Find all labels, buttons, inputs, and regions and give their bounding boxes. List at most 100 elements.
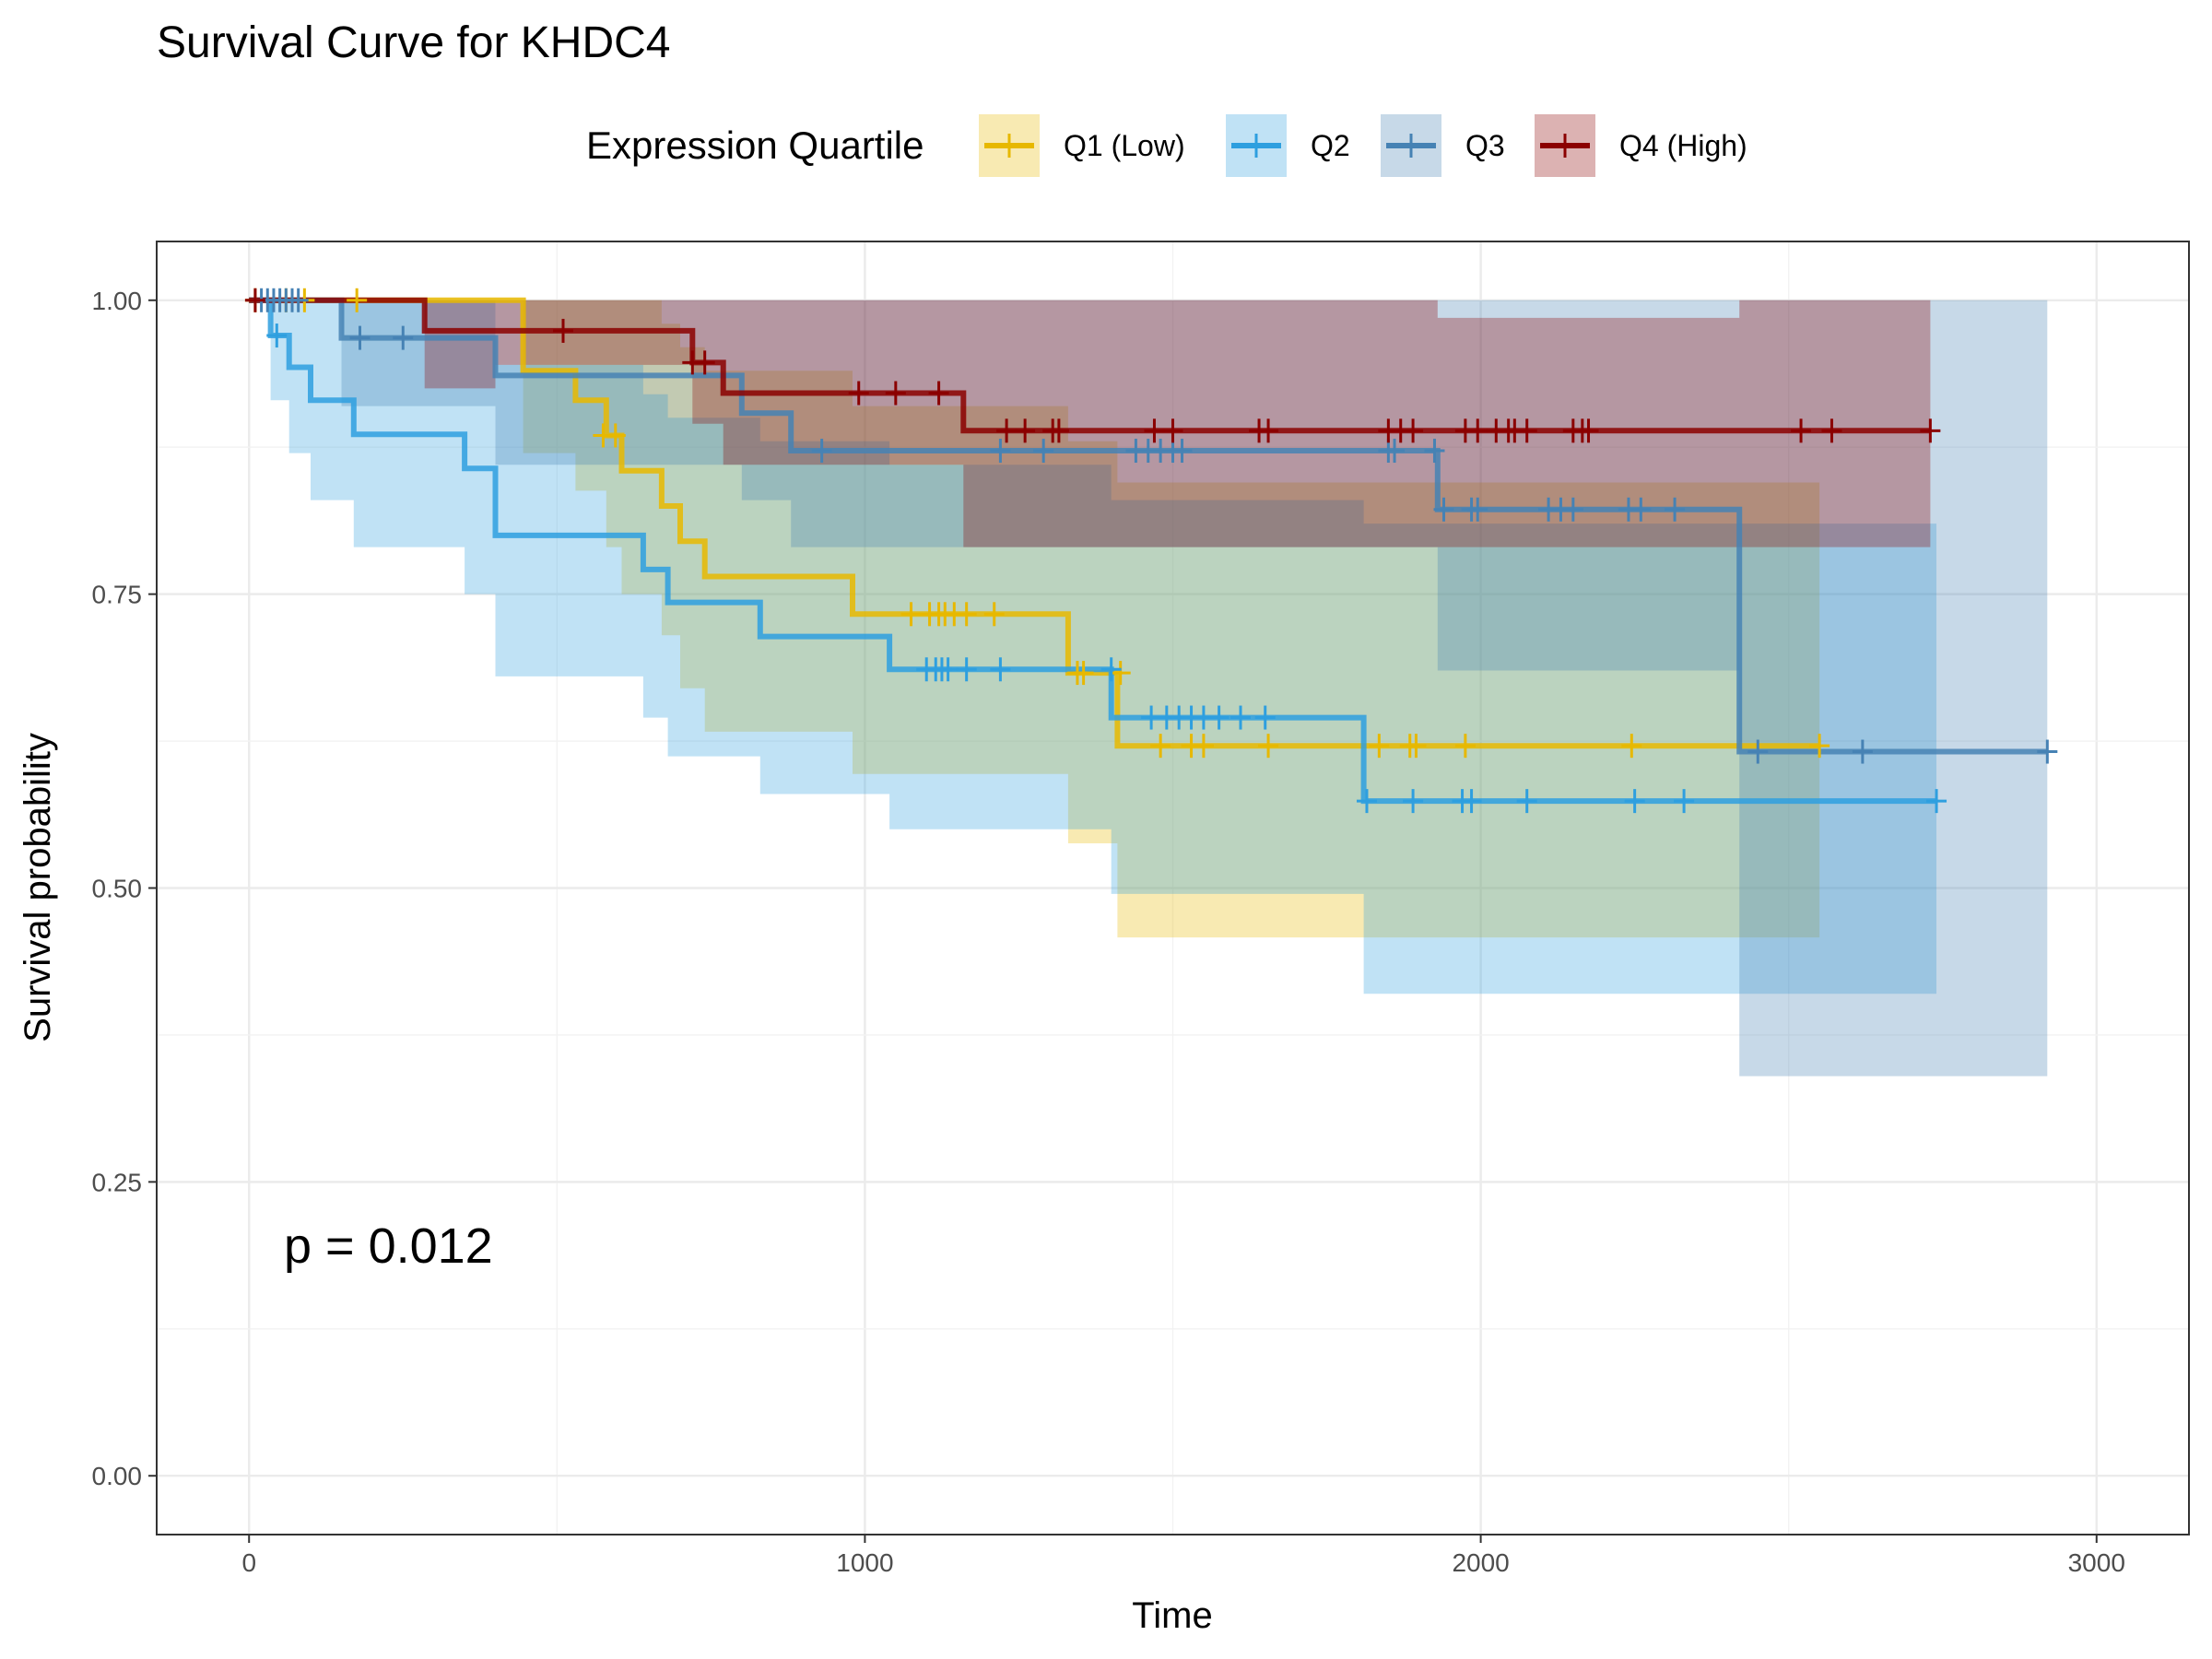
confidence-band-q1-low [249, 300, 1820, 938]
legend-items: Q1 (Low) Q2 Q3 Q4 (High) [979, 114, 1747, 177]
censor-mark [1258, 734, 1279, 759]
censor-mark [956, 657, 977, 682]
censor-mark [1454, 734, 1476, 759]
censor-mark [393, 325, 414, 350]
legend-item-q3: Q3 [1381, 114, 1505, 177]
censor-mark [1926, 789, 1947, 814]
censor-mark [694, 350, 715, 375]
censor-mark [1403, 418, 1424, 443]
censor-mark [900, 602, 922, 627]
legend: Expression Quartile Q1 (Low) Q2 Q3 Q4 (High… [586, 114, 1747, 177]
y-axis: 0.00 0.25 0.50 0.75 1.00 [92, 287, 157, 1490]
censor-mark [347, 288, 368, 312]
censor-mark [1516, 789, 1537, 814]
censor-mark [266, 324, 288, 348]
censor-mark [553, 318, 573, 343]
censor-mark [1433, 497, 1454, 522]
censor-mark [1809, 734, 1830, 759]
censor-mark [605, 423, 626, 448]
censor-mark [1562, 497, 1583, 522]
censor-mark [1144, 418, 1165, 443]
confidence-bands [249, 300, 2048, 1077]
y-tick-label: 1.00 [92, 287, 143, 315]
censor-mark [983, 602, 1005, 627]
censor-mark [956, 602, 977, 627]
censor-mark [1461, 789, 1482, 814]
legend-item-q2: Q2 [1226, 114, 1350, 177]
censor-mark [1674, 789, 1695, 814]
censor-mark [1621, 734, 1642, 759]
p-value-annotation: p = 0.012 [284, 1218, 493, 1274]
censor-mark [885, 381, 906, 406]
legend-item-q4-high: Q4 (High) [1535, 114, 1747, 177]
censor-mark [811, 439, 832, 464]
x-tick-label: 1000 [836, 1548, 893, 1577]
y-tick-label: 0.75 [92, 581, 143, 609]
censor-mark [2037, 739, 2058, 764]
censor-mark [1920, 418, 1941, 443]
censor-mark [1073, 661, 1094, 686]
censor-mark [1467, 418, 1488, 443]
confidence-band-q2 [249, 300, 1937, 994]
y-tick-label: 0.50 [92, 875, 143, 903]
censor-mark [1150, 734, 1171, 759]
censor-mark [996, 418, 1018, 443]
censor-marks [244, 288, 2058, 814]
y-tick-label: 0.25 [92, 1168, 143, 1196]
censor-mark [1821, 418, 1842, 443]
legend-label: Q4 (High) [1619, 129, 1747, 162]
censor-mark [1162, 418, 1183, 443]
censor-mark [1033, 439, 1054, 464]
survival-curve-q2 [249, 297, 1936, 805]
x-tick-label: 2000 [1452, 1548, 1509, 1577]
censor-mark [1171, 439, 1193, 464]
legend-item-q1-low: Q1 (Low) [979, 114, 1185, 177]
censor-mark [1516, 418, 1537, 443]
censor-mark [928, 381, 949, 406]
censor-mark [1424, 439, 1445, 464]
censor-mark [1624, 789, 1645, 814]
legend-title: Expression Quartile [586, 124, 924, 167]
censor-mark [1110, 661, 1131, 686]
censor-mark [349, 325, 371, 350]
x-tick-label: 0 [241, 1548, 256, 1577]
censor-mark [1048, 418, 1069, 443]
censor-mark [848, 381, 869, 406]
censor-mark [1258, 418, 1279, 443]
y-axis-title: Survival probability [18, 733, 58, 1042]
censor-mark [1015, 418, 1036, 443]
confidence-band-q3 [249, 300, 2048, 1077]
censor-mark [288, 288, 309, 312]
legend-label: Q1 (Low) [1064, 129, 1185, 162]
x-axis: 0 1000 2000 3000 [241, 1535, 2125, 1577]
censor-mark [1747, 739, 1769, 764]
censor-mark [1406, 734, 1427, 759]
censor-mark [1665, 497, 1686, 522]
censor-mark [990, 657, 1011, 682]
y-tick-label: 0.00 [92, 1462, 143, 1490]
censor-mark [1100, 657, 1122, 682]
censor-mark [1208, 705, 1230, 730]
survival-curve-q1-low [249, 297, 1820, 749]
censor-mark [1356, 789, 1377, 814]
censor-mark [1403, 789, 1424, 814]
censor-mark [1369, 734, 1390, 759]
censor-mark [1254, 705, 1276, 730]
censor-mark [244, 288, 265, 312]
x-tick-label: 3000 [2068, 1548, 2125, 1577]
confidence-band-q4-high [249, 300, 1931, 547]
censor-mark [1230, 705, 1251, 730]
censor-mark [1467, 497, 1488, 522]
censor-mark [1852, 739, 1873, 764]
censor-mark [937, 657, 959, 682]
censor-mark [1384, 439, 1406, 464]
censor-mark [1791, 418, 1812, 443]
censor-mark [1193, 734, 1214, 759]
censor-mark [1630, 497, 1652, 522]
legend-label: Q3 [1465, 129, 1505, 162]
censor-mark [990, 439, 1011, 464]
legend-label: Q2 [1311, 129, 1350, 162]
censor-mark [1578, 418, 1599, 443]
x-axis-title: Time [1132, 1595, 1212, 1636]
